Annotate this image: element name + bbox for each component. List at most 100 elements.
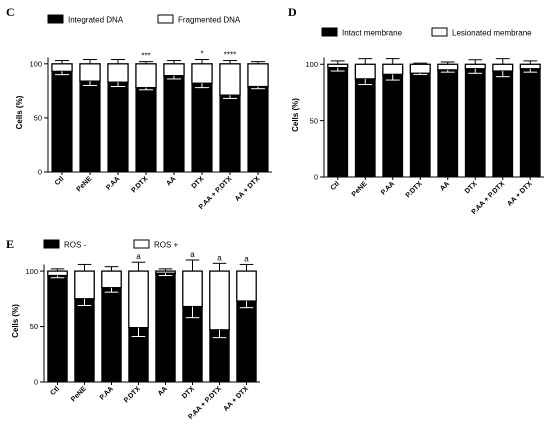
significance-label: *** [141, 52, 150, 61]
bar-fragmented-dna-p-dtx [135, 63, 157, 89]
bar-lesionated-membrane-p-dtx [409, 63, 431, 74]
bar-lesionated-membrane-ctl [327, 63, 349, 69]
bar-lesionated-membrane-aa-dtx [519, 63, 541, 70]
bar-ros-aa-dtx [236, 300, 257, 383]
bar-intact-membrane-p-aa [382, 73, 404, 178]
y-tick-label: 0 [34, 378, 38, 387]
y-axis-label: Cells (%) [11, 304, 20, 338]
x-tick-label-dtx: DTX [464, 180, 479, 195]
x-tick-label-ctl: Ctl [54, 175, 66, 187]
bar-fragmented-dna-p-aa [107, 63, 129, 83]
bar-integrated-dna-p-aa-p-dtx [219, 94, 241, 173]
x-tick-label-pene: PeNE [70, 385, 88, 403]
bar-intact-membrane-pene [354, 78, 376, 178]
bar-integrated-dna-aa-dtx [247, 86, 269, 173]
legend-label-lesionated-membrane: Lesionated membrane [452, 29, 532, 38]
significance-label: * [200, 49, 203, 58]
bar-integrated-dna-ctl [51, 70, 73, 173]
y-tick-label: 0 [38, 168, 42, 177]
x-tick-label-p-dtx: P.DTX [405, 180, 424, 199]
significance-label: **** [224, 51, 236, 60]
significance-label: a [190, 250, 195, 259]
y-tick-label: 0 [314, 173, 318, 182]
legend-label-ros: ROS + [154, 241, 179, 250]
y-axis-label: Cells (%) [291, 98, 300, 132]
y-tick-label: 100 [305, 60, 318, 69]
bar-ros-pene [74, 270, 95, 300]
bar-ros-ctl [47, 275, 68, 383]
y-axis-label: Cells (%) [15, 95, 24, 129]
x-tick-label-aa-dtx: AA + DTX [506, 180, 534, 208]
legend-swatch-fragmented-dna [157, 14, 174, 24]
x-tick-label-aa: AA [157, 385, 169, 397]
dna-integrity-chart: Integrated DNA Fragmented DNA 0 50 100 Cells … [15, 14, 272, 211]
bar-fragmented-dna-dtx [191, 63, 213, 84]
legend-swatch-intact-membrane [321, 27, 338, 37]
x-tick-label-p-aa: P.AA [105, 175, 121, 191]
x-tick-label-p-aa: P.AA [380, 180, 396, 196]
membrane-integrity-chart: Intact membrane Lesionated membrane 0 50 100… [291, 27, 544, 216]
bar-fragmented-dna-aa-dtx [247, 63, 269, 88]
bar-integrated-dna-pene [79, 80, 101, 173]
x-tick-label-pene: PeNE [351, 180, 369, 198]
bar-ros-p-dtx [128, 270, 149, 329]
bar-lesionated-membrane-dtx [464, 63, 486, 70]
y-tick-label: 50 [34, 114, 42, 123]
legend-swatch-lesionated-membrane [431, 27, 448, 37]
legend-label-fragmented-dna: Fragmented DNA [178, 16, 241, 25]
bar-fragmented-dna-ctl [51, 63, 73, 73]
y-tick-label: 100 [25, 267, 38, 276]
bar-integrated-dna-aa [163, 75, 185, 173]
bar-integrated-dna-dtx [191, 82, 213, 173]
bar-lesionated-membrane-p-aa-p-dtx [492, 63, 514, 72]
legend-swatch-ros [43, 239, 60, 249]
bar-fragmented-dna-pene [79, 63, 101, 82]
y-tick-label: 50 [30, 322, 38, 331]
bar-intact-membrane-aa-dtx [519, 68, 541, 178]
x-tick-label-p-dtx: P.DTX [123, 385, 142, 404]
x-tick-label-aa: AA [165, 175, 177, 187]
panel-e: E ROS - ROS + 0 50 100 Cells (%) Ctl PeNE P.AA a P… [0, 232, 282, 438]
x-tick-label-aa-dtx: AA + DTX [222, 385, 250, 413]
bar-ros-p-aa-p-dtx [209, 270, 230, 331]
bar-lesionated-membrane-p-aa [382, 63, 404, 76]
bar-ros-dtx [182, 270, 203, 308]
panel-letter: D [288, 5, 297, 19]
legend-label-integrated-dna: Integrated DNA [68, 16, 124, 25]
panel-letter: C [6, 5, 15, 19]
x-tick-label-dtx: DTX [191, 175, 206, 190]
legend-label-intact-membrane: Intact membrane [342, 29, 403, 38]
bar-lesionated-membrane-aa [437, 63, 459, 71]
x-tick-label-aa-dtx: AA + DTX [234, 175, 262, 203]
bar-integrated-dna-p-aa [107, 81, 129, 173]
legend-swatch-ros [133, 239, 150, 249]
x-tick-label-aa: AA [439, 180, 451, 192]
bar-ros-pene [74, 298, 95, 383]
significance-label: a [244, 254, 249, 263]
ros-chart: ROS - ROS + 0 50 100 Cells (%) Ctl PeNE P.AA a P.D… [11, 239, 260, 421]
bar-fragmented-dna-aa [163, 63, 185, 77]
bar-integrated-dna-p-dtx [135, 87, 157, 173]
bar-ros-aa [155, 272, 176, 383]
bar-intact-membrane-aa [437, 69, 459, 178]
x-tick-label-dtx: DTX [181, 385, 196, 400]
panel-c: C Integrated DNA Fragmented DNA 0 50 100 Cell… [0, 0, 282, 211]
y-tick-label: 50 [310, 116, 318, 125]
bar-intact-membrane-p-aa-p-dtx [492, 70, 514, 178]
bar-ros-ctl [47, 270, 68, 277]
panel-d: D Intact membrane Lesionated membrane 0 50 1… [282, 0, 550, 216]
significance-label: a [136, 252, 141, 261]
x-tick-label-ctl: Ctl [330, 180, 342, 192]
x-tick-label-ctl: Ctl [49, 385, 61, 397]
x-tick-label-p-dtx: P.DTX [131, 175, 150, 194]
x-tick-label-pene: PeNE [76, 175, 94, 193]
bar-ros-aa-dtx [236, 270, 257, 302]
significance-label: a [217, 253, 222, 262]
bar-ros-p-aa [101, 287, 122, 383]
bar-ros-p-aa [101, 270, 122, 289]
y-tick-label: 100 [29, 60, 42, 69]
bar-intact-membrane-dtx [464, 68, 486, 178]
bar-fragmented-dna-p-aa-p-dtx [219, 63, 241, 96]
panel-letter: E [6, 237, 15, 251]
bar-intact-membrane-ctl [327, 67, 349, 178]
